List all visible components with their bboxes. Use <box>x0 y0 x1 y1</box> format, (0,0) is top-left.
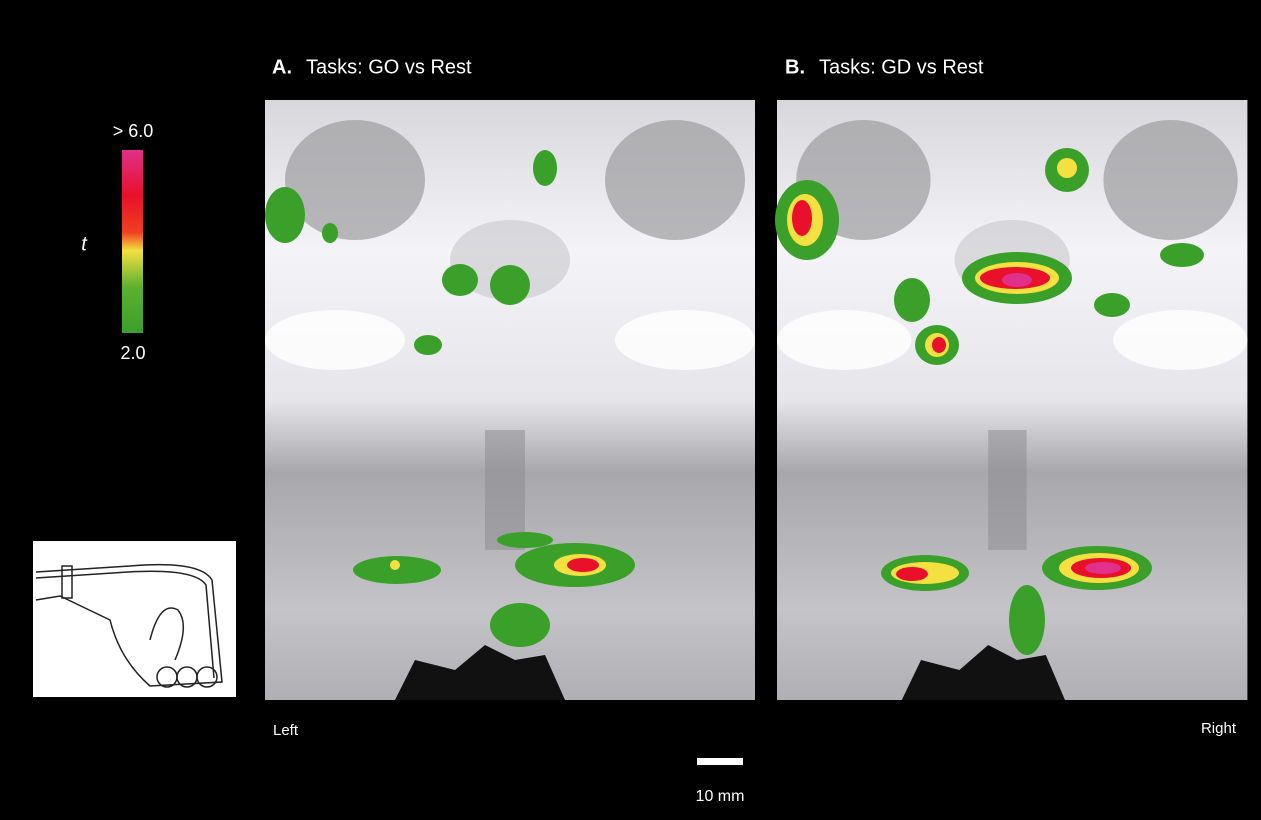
scale-bar <box>697 758 743 765</box>
panel-letter: B. <box>785 56 805 78</box>
panel-title: Tasks: GD vs Rest <box>819 56 984 78</box>
scale-bar-label: 10 mm <box>696 788 745 805</box>
figure-canvas: > 6.0 t 2.0 A. Tasks: GO vs Rest <box>0 0 1261 820</box>
figure: > 6.0 t 2.0 A. Tasks: GO vs Rest <box>0 0 1261 820</box>
colorbar-min: 2.0 <box>120 343 145 363</box>
hand-icon <box>33 541 236 697</box>
panel-title: Tasks: GO vs Rest <box>306 56 472 78</box>
left-label: Left <box>273 722 299 739</box>
brain-slice <box>775 100 1247 700</box>
colorbar <box>122 150 143 333</box>
panel-letter: A. <box>272 56 292 78</box>
right-label: Right <box>1201 720 1237 737</box>
colorbar-max: > 6.0 <box>113 121 154 141</box>
colorbar-label: t <box>81 233 88 255</box>
brain-slice <box>265 100 755 700</box>
